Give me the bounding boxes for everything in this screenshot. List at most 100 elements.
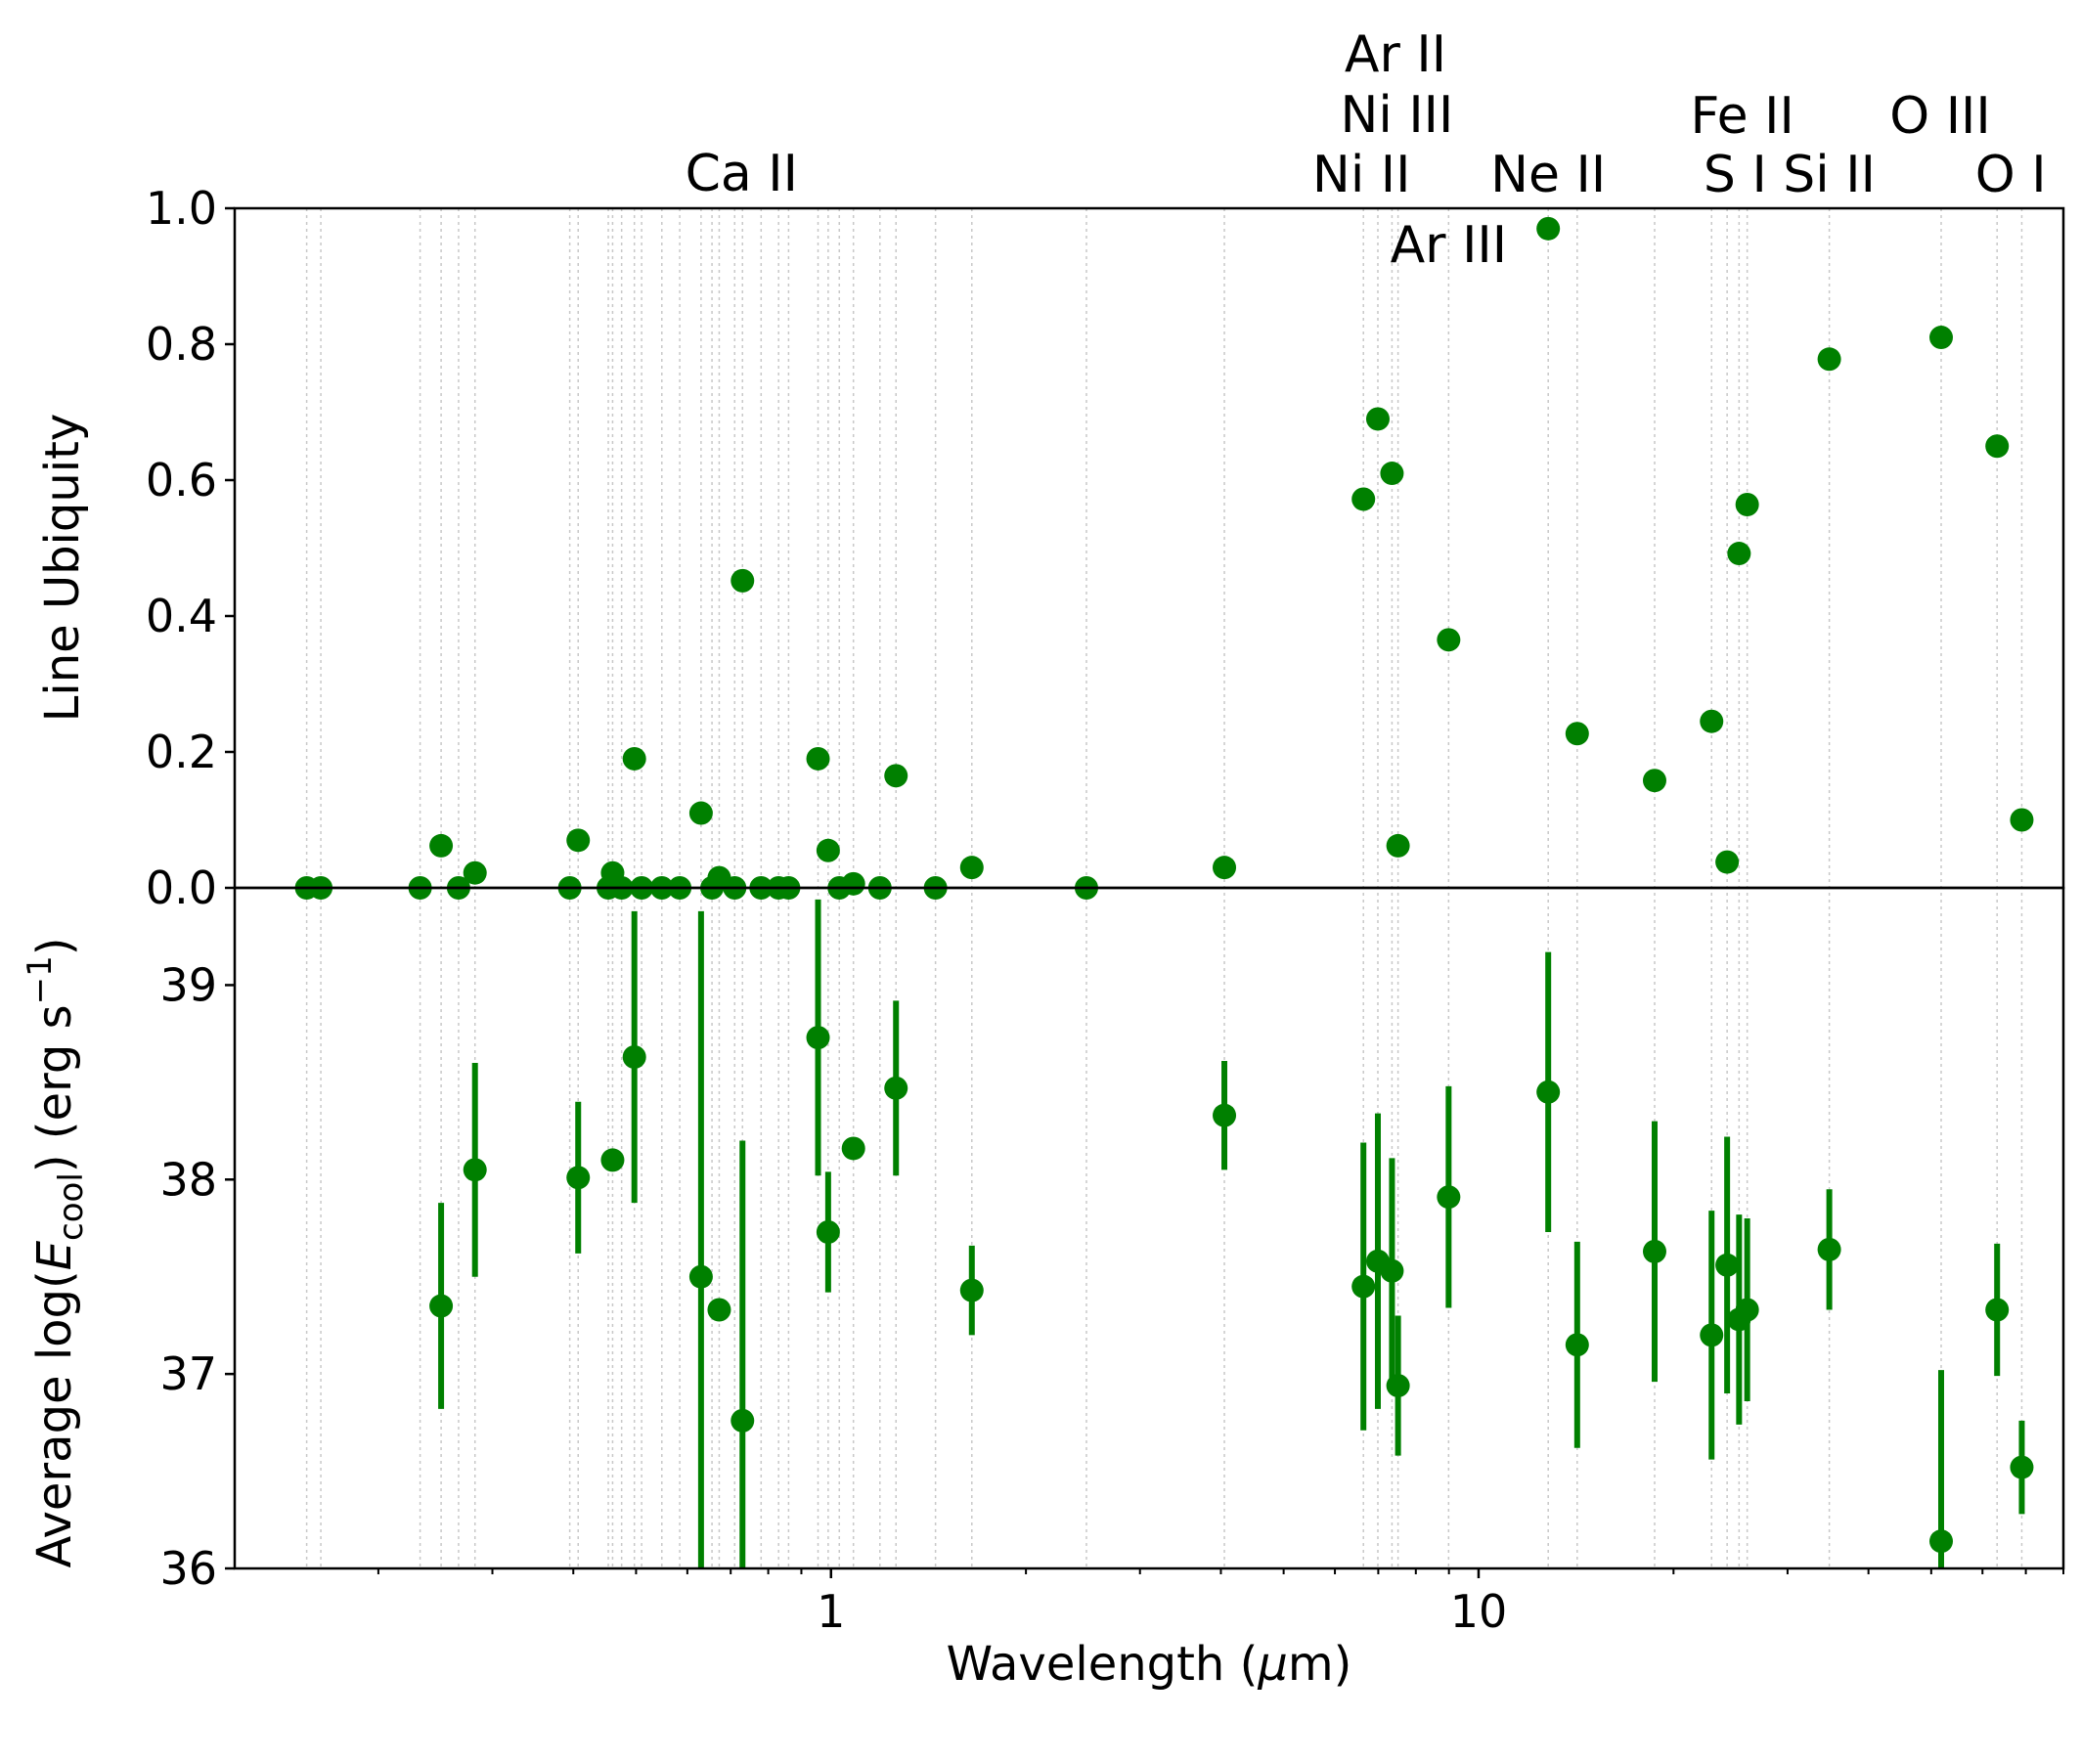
y-tick-label: 0.4 — [146, 590, 217, 642]
xlabel-mu: μ — [1257, 1637, 1288, 1692]
emission-line-label: S I — [1704, 146, 1767, 204]
ubiquity-point — [1727, 542, 1751, 566]
ubiquity-point — [1715, 850, 1740, 874]
y-tick-label: 1.0 — [146, 182, 217, 235]
cooling-point — [1735, 1298, 1759, 1322]
cooling-point — [600, 1148, 625, 1172]
cooling-point — [1536, 1080, 1561, 1104]
ubiquity-point — [884, 764, 908, 788]
cooling-point — [816, 1219, 840, 1244]
emission-line-label: Fe II — [1691, 87, 1794, 146]
ubiquity-point — [1351, 487, 1376, 511]
cooling-point — [1715, 1253, 1740, 1277]
cooling-point — [429, 1294, 454, 1318]
emission-line-label: Ni III — [1340, 86, 1453, 145]
y-tick-label: 39 — [159, 958, 217, 1011]
top-y-axis-title: Line Ubiquity — [35, 414, 90, 723]
x-tick-label: 1 — [817, 1585, 845, 1638]
x-axis-title: Wavelength (μm) — [947, 1637, 1352, 1692]
ubiquity-point — [1380, 462, 1404, 486]
cooling-points — [429, 1026, 2034, 1554]
ubiquity-point — [1985, 434, 2010, 459]
emission-line-label: O III — [1889, 87, 1990, 146]
ubiquity-point — [1386, 833, 1410, 858]
ubiquity-point — [1642, 769, 1666, 793]
cooling-point — [1437, 1185, 1461, 1210]
cooling-point — [1380, 1258, 1404, 1283]
bottom-axes-frame — [233, 886, 2065, 1570]
axes-frames — [233, 206, 2065, 1570]
cooling-point — [884, 1076, 908, 1100]
emission-line-label: Ni II — [1312, 146, 1411, 204]
y-tick-label: 0.8 — [146, 318, 217, 371]
bottom-panel-cooling-luminosity: 36 37 38 39 1 10 Average log(Ecool) (erg s−1… — [21, 899, 2064, 1692]
xlabel-suffix: m) — [1288, 1637, 1351, 1692]
cooling-point — [1565, 1333, 1589, 1357]
ubiquity-point — [731, 568, 755, 593]
ubiquity-point — [1700, 709, 1724, 733]
ylabel-superscript: −1 — [21, 955, 60, 1004]
top-y-ticks: 0.0 0.2 0.4 0.6 0.8 1.0 — [146, 182, 235, 914]
bottom-y-ticks: 36 37 38 39 — [159, 958, 235, 1595]
emission-line-label: O I — [1975, 146, 2047, 204]
y-tick-label: 0.6 — [146, 454, 217, 507]
cooling-point — [731, 1408, 755, 1433]
cooling-point — [806, 1026, 830, 1050]
ylabel-subscript: cool — [52, 1172, 91, 1241]
ubiquity-point — [806, 746, 830, 771]
cooling-point — [463, 1158, 487, 1182]
ubiquity-point — [622, 746, 646, 771]
ubiquity-point — [1365, 407, 1390, 431]
ubiquity-point — [463, 860, 487, 885]
ubiquity-point — [841, 871, 865, 896]
cooling-point — [959, 1278, 984, 1302]
ubiquity-point — [959, 856, 984, 880]
ubiquity-point — [1437, 628, 1461, 652]
ubiquity-point — [1565, 722, 1589, 746]
cooling-point — [1213, 1103, 1237, 1127]
cooling-point — [622, 1045, 646, 1070]
bottom-y-axis-title: Average log(Ecool) (erg s−1) — [21, 937, 91, 1567]
x-tick-label: 10 — [1450, 1585, 1508, 1638]
y-tick-label: 0.0 — [146, 861, 217, 914]
cooling-point — [1386, 1374, 1410, 1398]
ubiquity-point — [1735, 493, 1759, 517]
y-tick-label: 0.2 — [146, 726, 217, 778]
ubiquity-point — [1817, 347, 1841, 372]
cooling-point — [1985, 1298, 2010, 1322]
y-tick-label: 36 — [159, 1542, 217, 1595]
emission-line-label: Ca II — [686, 145, 798, 203]
ylabel-middle: ) (erg s — [27, 1004, 82, 1172]
ubiquity-point — [1929, 326, 1954, 350]
y-tick-label: 37 — [159, 1347, 217, 1400]
cooling-point — [1929, 1529, 1954, 1554]
ubiquity-point — [1536, 216, 1561, 241]
y-tick-label: 38 — [159, 1153, 217, 1206]
cooling-point — [841, 1136, 865, 1161]
emission-line-label: Ar II — [1345, 25, 1446, 84]
emission-line-label: Ar III — [1391, 216, 1508, 275]
ubiquity-point — [429, 833, 454, 858]
ylabel-prefix: Average log( — [27, 1270, 82, 1567]
emission-line-label: Ne II — [1490, 146, 1606, 204]
ubiquity-point — [688, 801, 713, 825]
cooling-point — [1700, 1323, 1724, 1347]
cooling-point — [566, 1166, 591, 1190]
cooling-point — [2010, 1455, 2034, 1479]
cooling-point — [688, 1264, 713, 1289]
ylabel-suffix: ) — [27, 937, 82, 955]
ubiquity-point — [566, 828, 591, 853]
ubiquity-point — [1213, 856, 1237, 880]
cooling-point — [707, 1298, 731, 1322]
cooling-point — [1817, 1237, 1841, 1261]
xlabel-prefix: Wavelength ( — [947, 1637, 1259, 1692]
cooling-point — [1351, 1274, 1376, 1299]
emission-line-label: Si II — [1783, 146, 1876, 204]
ylabel-symbol: E — [27, 1240, 82, 1270]
ubiquity-point — [2010, 808, 2034, 832]
ubiquity-point — [816, 838, 840, 862]
cooling-point — [1642, 1239, 1666, 1263]
